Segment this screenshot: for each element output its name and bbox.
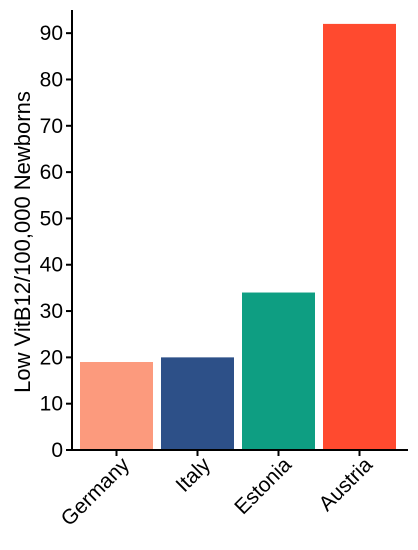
y-tick-label: 10 [40,393,63,416]
y-tick-label: 90 [40,22,63,45]
bar-germany [80,362,153,450]
x-tick-label-austria: Austria [315,453,378,516]
y-tick-label: 30 [40,300,63,323]
bar-estonia [242,292,315,450]
bar-italy [161,357,234,450]
y-tick-label: 0 [51,439,63,462]
y-tick-label: 60 [40,161,63,184]
y-tick-label: 20 [40,346,63,369]
bars [80,23,396,450]
bar-austria [323,23,396,450]
x-tick-label-germany: Germany [57,453,135,531]
x-axis-tick-labels: Germany Italy Estonia Austria [57,450,378,531]
y-axis-ticks: 0 10 20 30 40 50 60 70 80 90 [40,22,72,462]
y-tick-label: 80 [40,68,63,91]
y-tick-label: 50 [40,207,63,230]
y-tick-label: 70 [40,115,63,138]
y-tick-label: 40 [40,254,63,277]
x-tick-label-estonia: Estonia [230,453,296,519]
x-tick-label-italy: Italy [172,453,216,497]
y-axis-title: Low VitB12/100,000 Newborns [10,91,35,393]
